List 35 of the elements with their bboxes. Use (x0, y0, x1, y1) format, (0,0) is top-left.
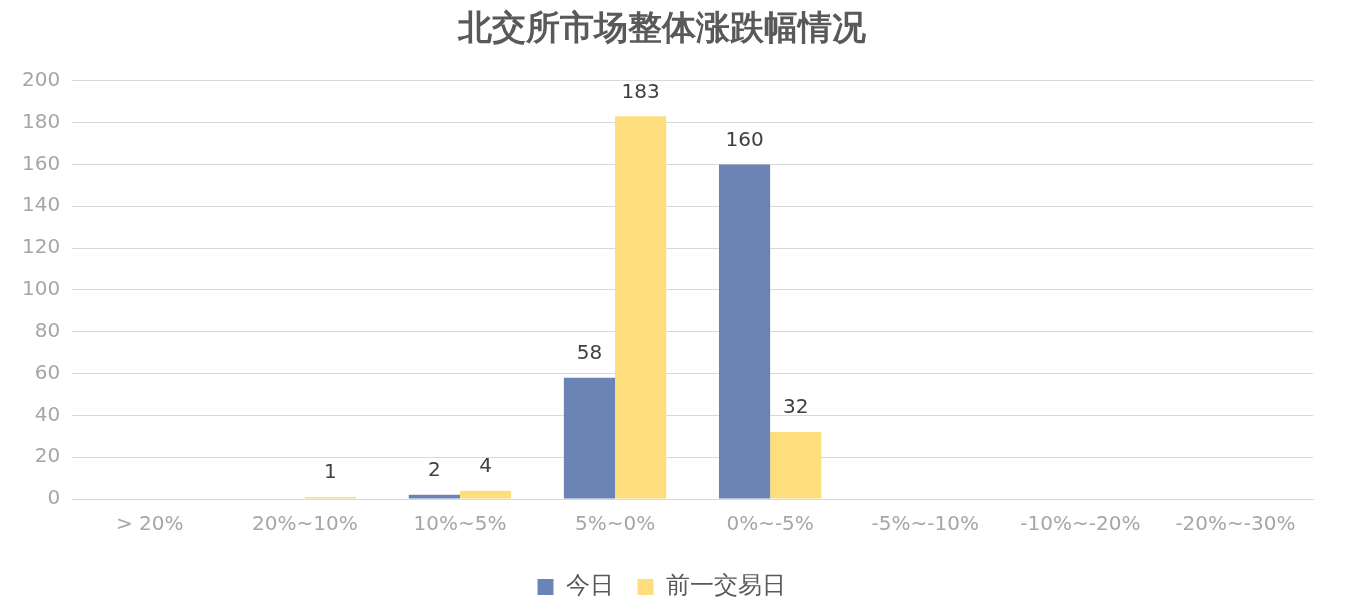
x-tick-label: 0%~-5% (726, 511, 814, 536)
x-tick-label: 5%~0% (574, 511, 656, 536)
data-label: 2 (427, 457, 441, 482)
bar (408, 494, 460, 499)
legend-label: 今日 (565, 571, 614, 600)
x-tick-label: -20%~-30% (1175, 511, 1296, 536)
y-tick-label: 0 (47, 485, 61, 510)
bar (770, 432, 822, 499)
y-tick-label: 120 (21, 234, 61, 259)
legend-label: 前一交易日 (665, 571, 786, 600)
data-label: 4 (479, 452, 492, 477)
y-tick-label: 200 (21, 67, 61, 91)
data-label: 32 (783, 394, 809, 419)
x-tick-label: 10%~5% (413, 511, 507, 536)
y-tick-label: 160 (21, 150, 61, 175)
y-tick-label: 20 (34, 443, 61, 468)
x-tick-label: -5%~-10% (871, 511, 979, 536)
y-tick-label: 100 (21, 276, 61, 301)
data-label: 183 (621, 78, 660, 103)
chart-title: 北交所市场整体涨跌幅情况 (456, 7, 867, 48)
data-label: 58 (576, 339, 603, 364)
bar (459, 490, 512, 499)
data-label: 1 (324, 459, 337, 484)
bar (718, 164, 771, 499)
y-tick-label: 140 (21, 192, 61, 217)
bar (563, 377, 616, 499)
bar (615, 116, 667, 499)
y-tick-label: 80 (34, 317, 61, 342)
data-label: 160 (725, 126, 764, 151)
y-tick-label: 180 (21, 108, 61, 133)
x-tick-label: 20%~10% (251, 511, 358, 536)
y-tick-label: 60 (34, 359, 61, 384)
x-tick-label: > 20% (115, 511, 184, 536)
x-tick-label: -10%~-20% (1020, 511, 1141, 536)
y-tick-label: 40 (34, 401, 61, 426)
